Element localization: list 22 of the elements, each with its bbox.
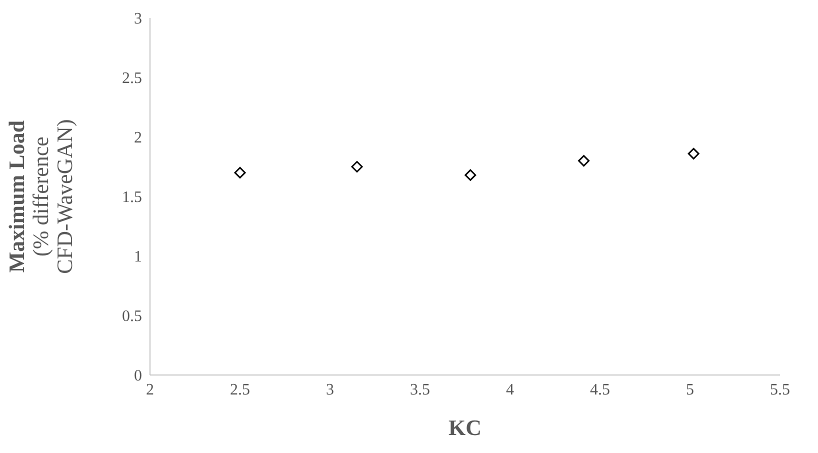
x-tick-label: 4.5 xyxy=(590,381,610,398)
y-tick-label: 2 xyxy=(134,130,142,147)
y-tick-label: 3 xyxy=(134,10,142,28)
y-tick-label: 1.5 xyxy=(122,189,142,206)
y-tick-label: 0.5 xyxy=(122,308,142,326)
point xyxy=(351,161,363,172)
x-tick-label: 3 xyxy=(326,381,334,398)
y-tick-label: 1 xyxy=(134,248,142,266)
y-tick-label: 0 xyxy=(134,368,142,385)
x-axis-title: KC xyxy=(448,415,482,440)
x-tick-label: 2 xyxy=(146,381,154,398)
y-axis-title: Maximum Load (% difference CFD-WaveGAN) xyxy=(4,119,77,274)
point xyxy=(578,155,590,167)
point xyxy=(464,169,476,181)
x-tick-label: 5.5 xyxy=(770,381,790,398)
y-tick-label: 2.5 xyxy=(122,70,142,88)
x-tick-label: 5 xyxy=(686,381,694,398)
point xyxy=(234,166,246,178)
x-tick-label: 4 xyxy=(506,381,514,398)
x-tick-label: 2.5 xyxy=(230,381,250,398)
point xyxy=(688,148,700,160)
x-tick-label: 3.5 xyxy=(410,381,430,398)
